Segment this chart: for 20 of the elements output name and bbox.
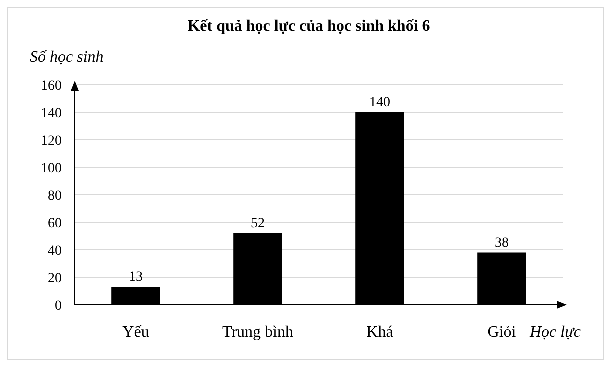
x-tick-label: Yếu (122, 324, 150, 341)
y-tick-label: 160 (41, 79, 62, 94)
y-tick-label: 20 (48, 272, 62, 286)
data-label: 38 (495, 236, 509, 251)
y-tick-label: 0 (55, 299, 62, 314)
y-tick-label: 100 (41, 162, 62, 176)
chart-title: Kết quả học lực của học sinh khối 6 (188, 18, 430, 35)
x-tick-label: Giỏi (488, 324, 517, 341)
x-tick-label: Khá (366, 324, 394, 341)
y-tick-label: 140 (41, 106, 62, 122)
x-tick-label: Trung bình (222, 324, 294, 341)
y-tick-label: 40 (48, 244, 62, 259)
y-tick-label: 120 (41, 134, 62, 149)
x-axis-title: Học lực (529, 324, 581, 341)
y-tick-label: 80 (48, 189, 62, 204)
data-label: 140 (370, 96, 390, 110)
data-label: 13 (129, 270, 143, 286)
y-tick-label: 60 (48, 216, 62, 232)
data-label: 52 (251, 216, 265, 232)
y-axis-title: Số học sinh (30, 49, 104, 66)
